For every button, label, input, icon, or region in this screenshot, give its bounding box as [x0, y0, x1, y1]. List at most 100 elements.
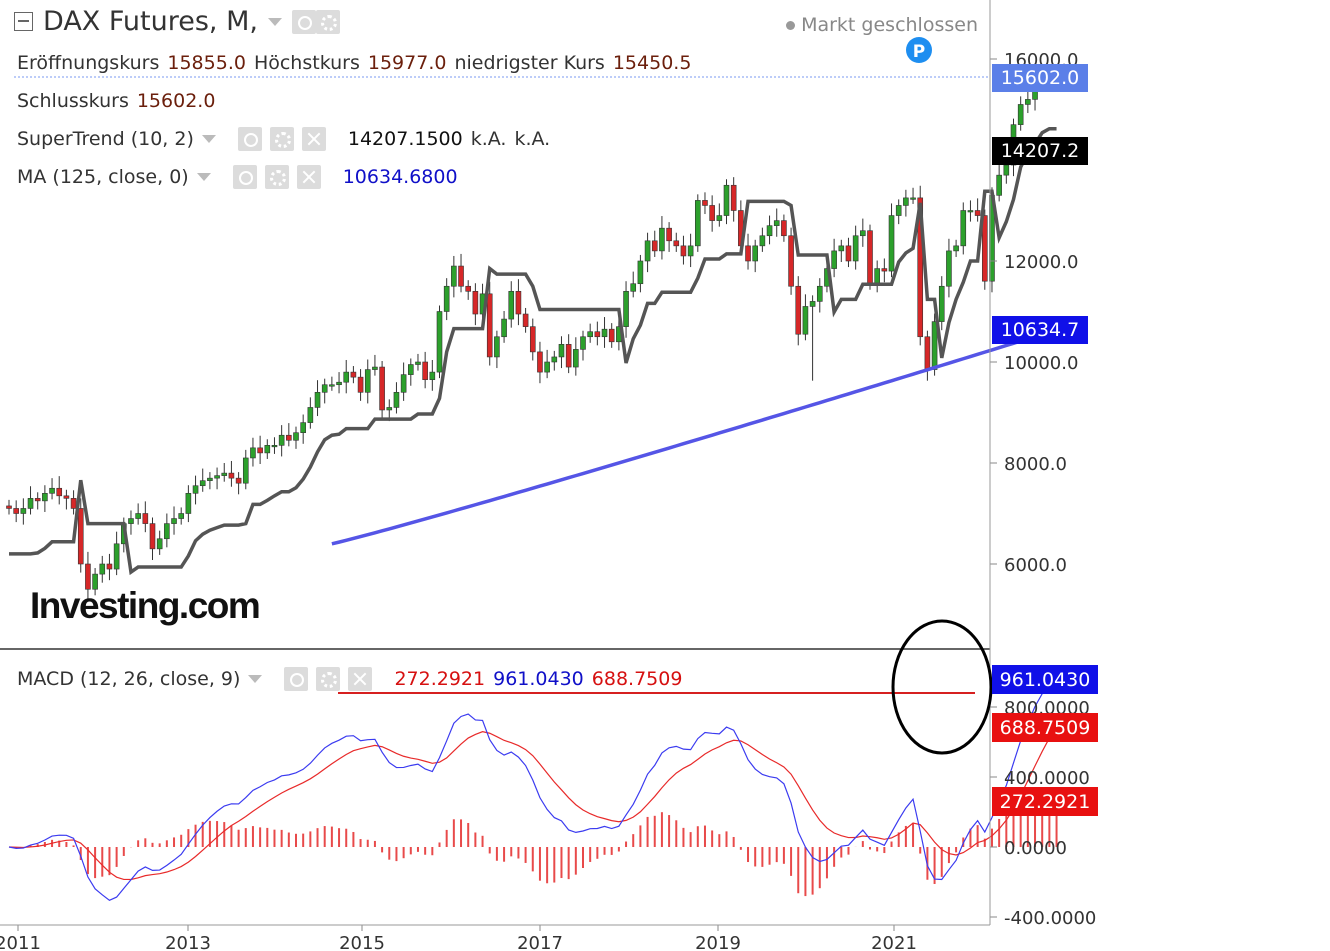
- p-marker-label: P: [913, 42, 925, 62]
- candle-body: [537, 351, 543, 373]
- close-icon[interactable]: [301, 127, 326, 151]
- candle-body: [156, 538, 163, 550]
- candle-body: [379, 366, 385, 411]
- candle-body: [221, 472, 228, 476]
- candle-body: [529, 326, 536, 353]
- candle-body: [938, 285, 945, 322]
- high-label: Höchstkurs: [253, 52, 360, 74]
- candle-body: [20, 508, 27, 514]
- eye-icon[interactable]: [284, 667, 309, 691]
- chevron-down-icon[interactable]: [196, 173, 211, 181]
- candle-body: [415, 361, 421, 365]
- time-tick-label: 2011: [0, 933, 41, 951]
- candle-body: [494, 336, 500, 358]
- macd-legend[interactable]: MACD (12, 26, close, 9) 272.2921 961.043…: [17, 667, 682, 691]
- candle-body: [386, 407, 393, 411]
- time-tick-label: 2019: [695, 933, 741, 951]
- candle-body: [759, 235, 766, 247]
- candle-body: [924, 336, 931, 370]
- candle-body: [372, 366, 378, 370]
- ma-line: [331, 328, 1058, 546]
- open-label: Eröffnungskurs: [17, 52, 160, 74]
- supertrend-na-2: k.A.: [514, 128, 551, 150]
- supertrend-legend[interactable]: SuperTrend (10, 2) 14207.1500 k.A. k.A.: [17, 127, 550, 151]
- supertrend-na-1: k.A.: [470, 128, 507, 150]
- candle-body: [199, 480, 206, 487]
- low-value: 15450.5: [612, 52, 692, 74]
- supertrend-line: [9, 126, 1057, 576]
- candle-body: [49, 487, 55, 494]
- ma-legend[interactable]: MA (125, close, 0) 10634.6800: [17, 165, 458, 189]
- candle-body: [974, 210, 981, 216]
- ma-label: MA (125, close, 0): [17, 166, 189, 188]
- hist-axis-label: 272.2921: [992, 787, 1098, 816]
- market-status-text: Markt geschlossen: [801, 14, 978, 36]
- candle-body: [874, 268, 880, 285]
- close-icon[interactable]: [296, 165, 321, 189]
- candle-body: [573, 349, 579, 368]
- ohlc-row: Eröffnungskurs 15855.0 Höchstkurs 15977.…: [17, 52, 691, 74]
- candle-body: [623, 290, 629, 327]
- candle-body: [745, 245, 751, 262]
- candle-body: [350, 371, 357, 378]
- macd-tick-label: 0.0000: [1004, 838, 1067, 859]
- low-label: niedrigster Kurs: [454, 52, 605, 74]
- candle-body: [551, 356, 558, 363]
- close-row: Schlusskurs 15602.0: [17, 90, 215, 112]
- candle-body: [508, 290, 515, 320]
- candle-body: [752, 245, 759, 262]
- candle-body: [515, 290, 522, 315]
- candle-body: [816, 285, 823, 302]
- candle-body: [960, 210, 967, 247]
- chevron-down-icon[interactable]: [248, 675, 263, 683]
- close-icon[interactable]: [348, 667, 373, 691]
- macd-axis-label: 961.0430: [992, 665, 1098, 694]
- candle-body: [135, 513, 141, 519]
- macd-label: MACD (12, 26, close, 9): [17, 668, 241, 690]
- p-marker[interactable]: P: [906, 37, 932, 63]
- gear-icon[interactable]: [316, 667, 341, 691]
- candle-body: [142, 513, 149, 524]
- macd-tick-label: 400.0000: [1004, 768, 1090, 789]
- investing-watermark: Investing.com: [30, 585, 259, 626]
- supertrend-value: 14207.1500: [347, 128, 463, 150]
- candle-body: [286, 434, 292, 441]
- highlight-ellipse[interactable]: [891, 619, 993, 755]
- candle-body: [802, 306, 809, 335]
- time-tick-label: 2015: [339, 933, 385, 951]
- candle-body: [702, 200, 708, 206]
- candle-body: [128, 518, 134, 524]
- candle-body: [429, 371, 436, 380]
- candle-body: [77, 508, 84, 565]
- candle-body: [565, 344, 572, 368]
- candle-body: [257, 447, 263, 454]
- eye-icon[interactable]: [237, 127, 262, 151]
- candle-body: [910, 197, 916, 200]
- eye-icon[interactable]: [232, 165, 257, 189]
- candle-body: [630, 283, 637, 292]
- time-tick-label: 2013: [165, 933, 211, 951]
- gear-icon[interactable]: [315, 9, 340, 34]
- candle-body: [1025, 99, 1031, 105]
- gear-icon[interactable]: [269, 127, 294, 151]
- candle-body: [781, 220, 787, 237]
- candle-body: [56, 487, 63, 497]
- candle-body: [852, 235, 859, 262]
- candle-body: [235, 477, 242, 484]
- eye-icon[interactable]: [291, 9, 316, 34]
- chevron-down-icon[interactable]: [267, 17, 282, 26]
- price-tick-label: 12000.0: [1004, 252, 1078, 273]
- open-value: 15855.0: [167, 52, 246, 74]
- chevron-down-icon[interactable]: [201, 135, 216, 143]
- chart-title: DAX Futures, M,: [43, 6, 258, 37]
- candle-body: [307, 407, 314, 423]
- supertrend-label: SuperTrend (10, 2): [17, 128, 194, 150]
- candle-body: [178, 513, 184, 519]
- candle-body: [400, 374, 407, 393]
- candle-body: [730, 184, 737, 211]
- collapse-icon[interactable]: [14, 12, 33, 31]
- candle-body: [92, 573, 98, 590]
- gear-icon[interactable]: [264, 165, 289, 189]
- candle-body: [788, 235, 794, 287]
- candle-body: [946, 250, 952, 287]
